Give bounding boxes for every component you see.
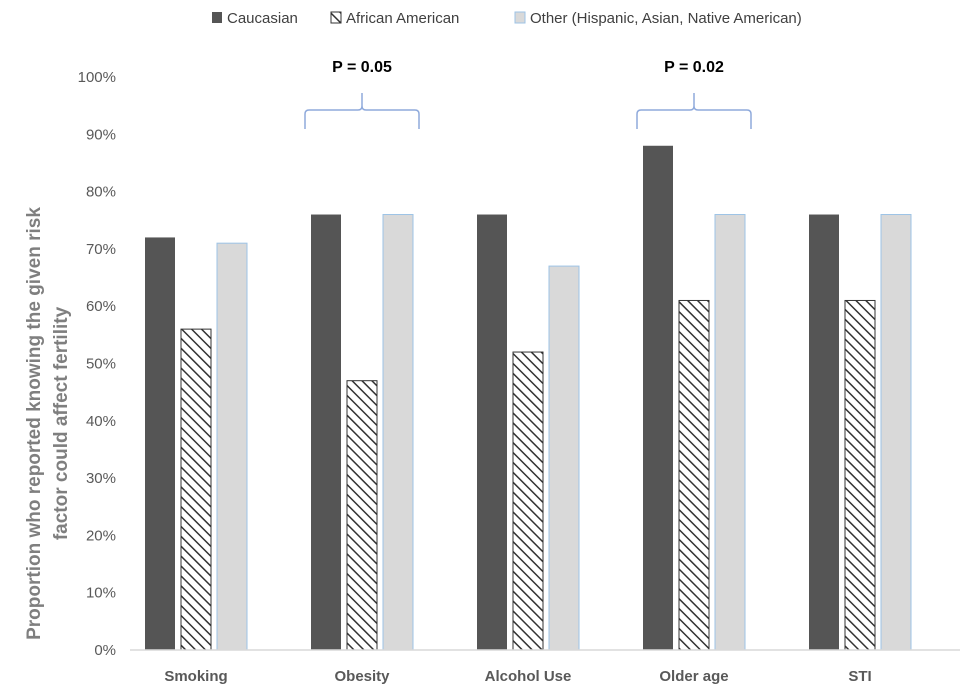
- x-axis: Smoking Obesity Alcohol Use Older age STI: [130, 649, 960, 685]
- x-tick-label: Obesity: [334, 668, 390, 685]
- bar-other-alcohol-use: [548, 265, 580, 651]
- bar-caucasian-alcohol-use: [477, 214, 507, 650]
- bar-african-american-obesity: [346, 380, 378, 651]
- bar-caucasian-smoking: [145, 237, 175, 650]
- legend-swatch: [514, 11, 526, 24]
- bar-african-american-sti: [844, 299, 876, 651]
- y-tick-label: 50%: [86, 356, 116, 373]
- y-tick-label: 70%: [86, 241, 116, 258]
- annotations: P = 0.05 P = 0.02: [304, 59, 752, 129]
- legend-label: African American: [346, 10, 459, 27]
- x-tick-label: Older age: [659, 668, 728, 685]
- y-axis-label-line: Proportion who reported knowing the give…: [24, 207, 45, 640]
- bar-caucasian-obesity: [311, 214, 341, 650]
- x-tick-label: Alcohol Use: [485, 668, 572, 685]
- y-tick-label: 40%: [86, 413, 116, 430]
- y-tick-label: 10%: [86, 585, 116, 602]
- bar-african-american-smoking: [180, 328, 212, 651]
- bar-other-sti: [880, 214, 912, 651]
- y-tick-label: 100%: [78, 69, 116, 86]
- y-tick-label: 90%: [86, 126, 116, 143]
- bar-caucasian-older-age: [643, 145, 673, 650]
- y-axis: 0% 10% 20% 30% 40% 50% 60% 70% 80% 90% 100%: [78, 69, 116, 659]
- legend-label: Other (Hispanic, Asian, Native American): [530, 10, 802, 27]
- legend-swatch: [212, 12, 222, 23]
- bar-other-obesity: [382, 214, 414, 651]
- legend: Caucasian African American Other (Hispanic…: [212, 10, 802, 27]
- bar-other-older-age: [714, 214, 746, 651]
- y-tick-label: 30%: [86, 470, 116, 487]
- bar-african-american-alcohol-use: [512, 351, 544, 651]
- bar-other-smoking: [216, 242, 248, 651]
- y-tick-label: 0%: [94, 642, 116, 659]
- y-tick-label: 20%: [86, 527, 116, 544]
- significance-bracket: [636, 93, 752, 129]
- legend-swatch: [330, 11, 342, 24]
- x-tick-label: Smoking: [164, 668, 227, 685]
- y-tick-label: 60%: [86, 298, 116, 315]
- legend-label: Caucasian: [227, 10, 298, 27]
- x-tick-label: STI: [848, 668, 871, 685]
- bar-african-american-older-age: [678, 299, 710, 651]
- bar-caucasian-sti: [809, 214, 839, 650]
- p-value-annotation: P = 0.05: [332, 59, 392, 76]
- p-value-annotation: P = 0.02: [664, 59, 724, 76]
- y-axis-label-line: factor could affect fertility: [51, 306, 72, 540]
- y-axis-label: Proportion who reported knowing the give…: [24, 207, 72, 640]
- significance-bracket: [304, 93, 420, 129]
- y-tick-label: 80%: [86, 184, 116, 201]
- bars: [145, 145, 912, 651]
